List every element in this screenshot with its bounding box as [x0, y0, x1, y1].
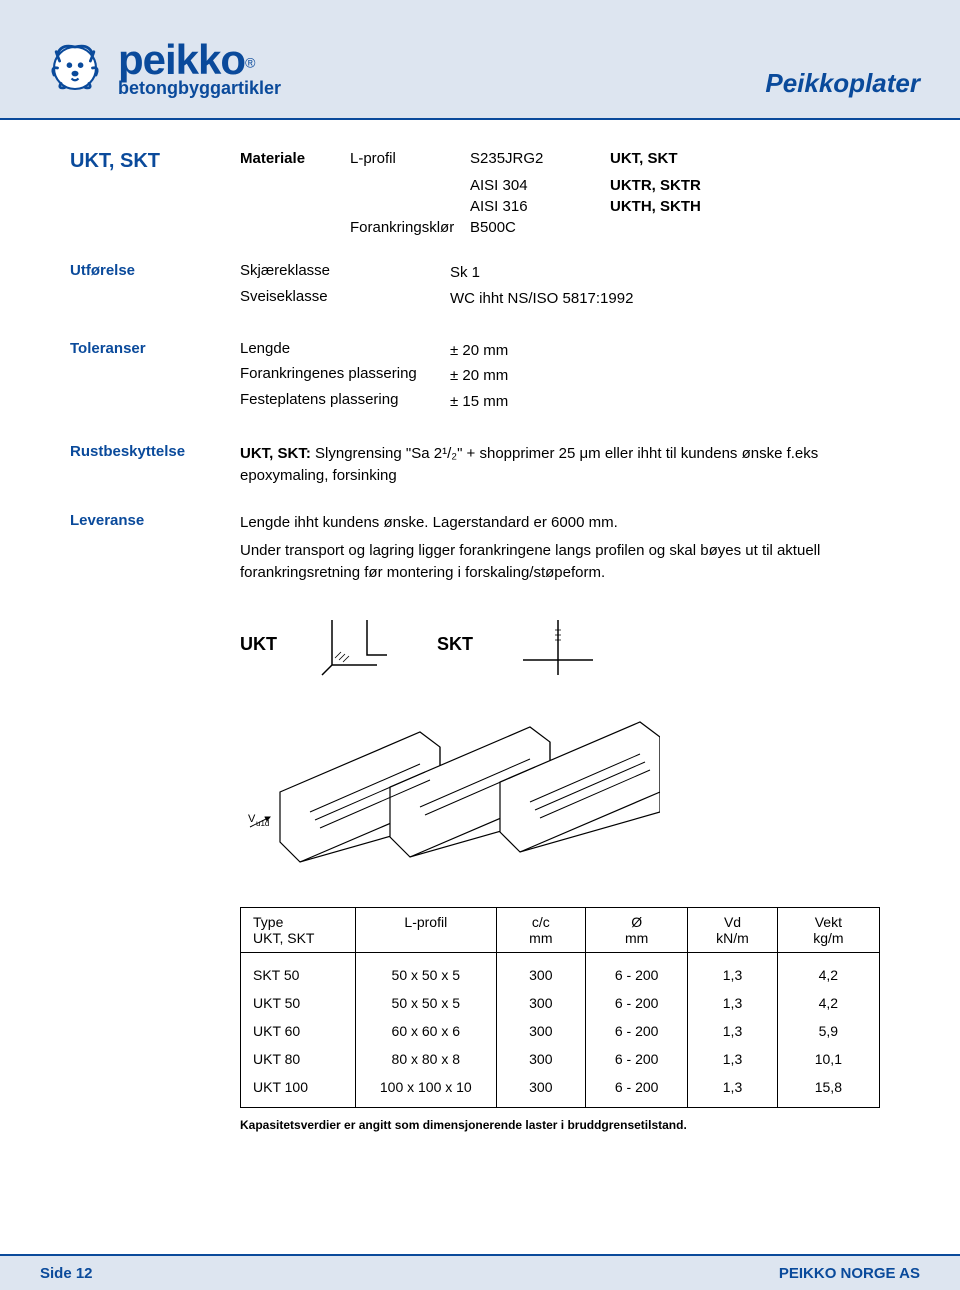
- company-name: PEIKKO NORGE AS: [779, 1265, 920, 1282]
- table-header: L-profil: [356, 907, 497, 952]
- table-cell: 1,3: [688, 952, 777, 989]
- table-header: Ømm: [586, 907, 688, 952]
- page-section-title: UKT, SKT: [70, 150, 240, 173]
- page-header: peikko® betongbyggartikler Peikkoplater: [0, 0, 960, 120]
- profile-diagrams: UKT SKT: [240, 610, 890, 680]
- table-cell: SKT 50: [241, 952, 356, 989]
- materiale-code: UKT, SKT: [610, 150, 678, 173]
- utforelse-label: Utførelse: [70, 262, 240, 314]
- table-cell: 50 x 50 x 5: [356, 989, 497, 1017]
- leveranse-label: Leveranse: [70, 512, 240, 583]
- table-cell: 15,8: [777, 1073, 879, 1108]
- brand-tagline: betongbyggartikler: [118, 79, 281, 97]
- table-cell: 50 x 50 x 5: [356, 952, 497, 989]
- page-number: Side 12: [40, 1265, 93, 1282]
- table-cell: 5,9: [777, 1017, 879, 1045]
- table-cell: 6 - 200: [586, 1017, 688, 1045]
- ukt-profile-icon: [317, 610, 397, 680]
- table-cell: UKT 100: [241, 1073, 356, 1108]
- table-cell: 60 x 60 x 6: [356, 1017, 497, 1045]
- materiale-code: UKTR, SKTR: [610, 177, 701, 194]
- materiale-key: Forankringsklør: [350, 219, 470, 236]
- capacity-table: TypeUKT, SKTL-profil c/cmmØmmVdkN/mVektk…: [240, 907, 880, 1132]
- table-row: UKT 5050 x 50 x 53006 - 2001,34,2: [241, 989, 880, 1017]
- page-footer: Side 12 PEIKKO NORGE AS: [0, 1254, 960, 1290]
- table-cell: 1,3: [688, 1017, 777, 1045]
- utforelse-key: Sveiseklasse: [240, 288, 450, 310]
- materiale-val: S235JRG2: [470, 150, 610, 173]
- materiale-val: AISI 304: [470, 177, 610, 194]
- utforelse-block: Utførelse SkjæreklasseSk 1SveiseklasseWC…: [70, 262, 890, 314]
- rust-text: Slyngrensing "Sa 2¹/₂" + shopprimer 25 μ…: [240, 445, 818, 484]
- materiale-block: UKT, SKT Materiale L-profilS235JRG2UKT, …: [70, 150, 890, 236]
- toleranser-key: Festeplatens plassering: [240, 391, 450, 413]
- table-cell: 4,2: [777, 952, 879, 989]
- table-row: SKT 5050 x 50 x 53006 - 2001,34,2: [241, 952, 880, 989]
- table-cell: 1,3: [688, 1073, 777, 1108]
- table-cell: UKT 80: [241, 1045, 356, 1073]
- table-cell: 300: [496, 952, 585, 989]
- table-cell: 6 - 200: [586, 1045, 688, 1073]
- rust-prefix: UKT, SKT:: [240, 445, 311, 462]
- leveranse-line2: Under transport og lagring ligger forank…: [240, 540, 890, 584]
- table-cell: 10,1: [777, 1045, 879, 1073]
- table-cell: 6 - 200: [586, 1073, 688, 1108]
- table-cell: 4,2: [777, 989, 879, 1017]
- brand-name: peikko: [118, 36, 245, 83]
- table-note: Kapasitetsverdier er angitt som dimensjo…: [240, 1118, 880, 1132]
- utforelse-key: Skjæreklasse: [240, 262, 450, 284]
- toleranser-val: ± 20 mm: [450, 340, 508, 362]
- registered-mark: ®: [245, 55, 255, 71]
- table-row: UKT 6060 x 60 x 63006 - 2001,35,9: [241, 1017, 880, 1045]
- materiale-label: Materiale: [240, 150, 350, 173]
- table-header: VdkN/m: [688, 907, 777, 952]
- table-cell: 1,3: [688, 989, 777, 1017]
- table-cell: 100 x 100 x 10: [356, 1073, 497, 1108]
- table-cell: UKT 50: [241, 989, 356, 1017]
- table-cell: UKT 60: [241, 1017, 356, 1045]
- materiale-key: [350, 198, 470, 215]
- table-cell: 300: [496, 1017, 585, 1045]
- logo: peikko® betongbyggartikler: [40, 33, 281, 103]
- rust-block: Rustbeskyttelse UKT, SKT: Slyngrensing "…: [70, 443, 890, 487]
- utforelse-val: Sk 1: [450, 262, 480, 284]
- document-title: Peikkoplater: [765, 68, 920, 99]
- table-cell: 300: [496, 1073, 585, 1108]
- toleranser-val: ± 20 mm: [450, 365, 508, 387]
- svg-text:V: V: [248, 813, 256, 825]
- table-cell: 300: [496, 989, 585, 1017]
- toleranser-key: Lengde: [240, 340, 450, 362]
- table-cell: 80 x 80 x 8: [356, 1045, 497, 1073]
- leveranse-line1: Lengde ihht kundens ønske. Lagerstandard…: [240, 512, 890, 534]
- toleranser-key: Forankringenes plassering: [240, 365, 450, 387]
- table-header: TypeUKT, SKT: [241, 907, 356, 952]
- diagram-ukt-label: UKT: [240, 634, 277, 655]
- lion-icon: [40, 33, 110, 103]
- table-cell: 1,3: [688, 1045, 777, 1073]
- table-row: UKT 100100 x 100 x 103006 - 2001,315,8: [241, 1073, 880, 1108]
- table-row: UKT 8080 x 80 x 83006 - 2001,310,1: [241, 1045, 880, 1073]
- utforelse-val: WC ihht NS/ISO 5817:1992: [450, 288, 633, 310]
- diagram-skt-label: SKT: [437, 634, 473, 655]
- materiale-val: B500C: [470, 219, 610, 236]
- leveranse-block: Leveranse Lengde ihht kundens ønske. Lag…: [70, 512, 890, 583]
- table-header: c/cmm: [496, 907, 585, 952]
- materiale-val: AISI 316: [470, 198, 610, 215]
- toleranser-val: ± 15 mm: [450, 391, 508, 413]
- skt-profile-icon: [513, 610, 603, 680]
- materiale-key: [350, 177, 470, 194]
- toleranser-block: Toleranser Lengde± 20 mmForankringenes p…: [70, 340, 890, 417]
- content-area: UKT, SKT Materiale L-profilS235JRG2UKT, …: [0, 120, 960, 1132]
- assembly-illustration: Vu1d: [240, 692, 890, 877]
- toleranser-label: Toleranser: [70, 340, 240, 417]
- table-cell: 300: [496, 1045, 585, 1073]
- rust-label: Rustbeskyttelse: [70, 443, 240, 487]
- materiale-key: L-profil: [350, 150, 470, 173]
- materiale-code: UKTH, SKTH: [610, 198, 701, 215]
- table-header: Vektkg/m: [777, 907, 879, 952]
- table-cell: 6 - 200: [586, 952, 688, 989]
- table-cell: 6 - 200: [586, 989, 688, 1017]
